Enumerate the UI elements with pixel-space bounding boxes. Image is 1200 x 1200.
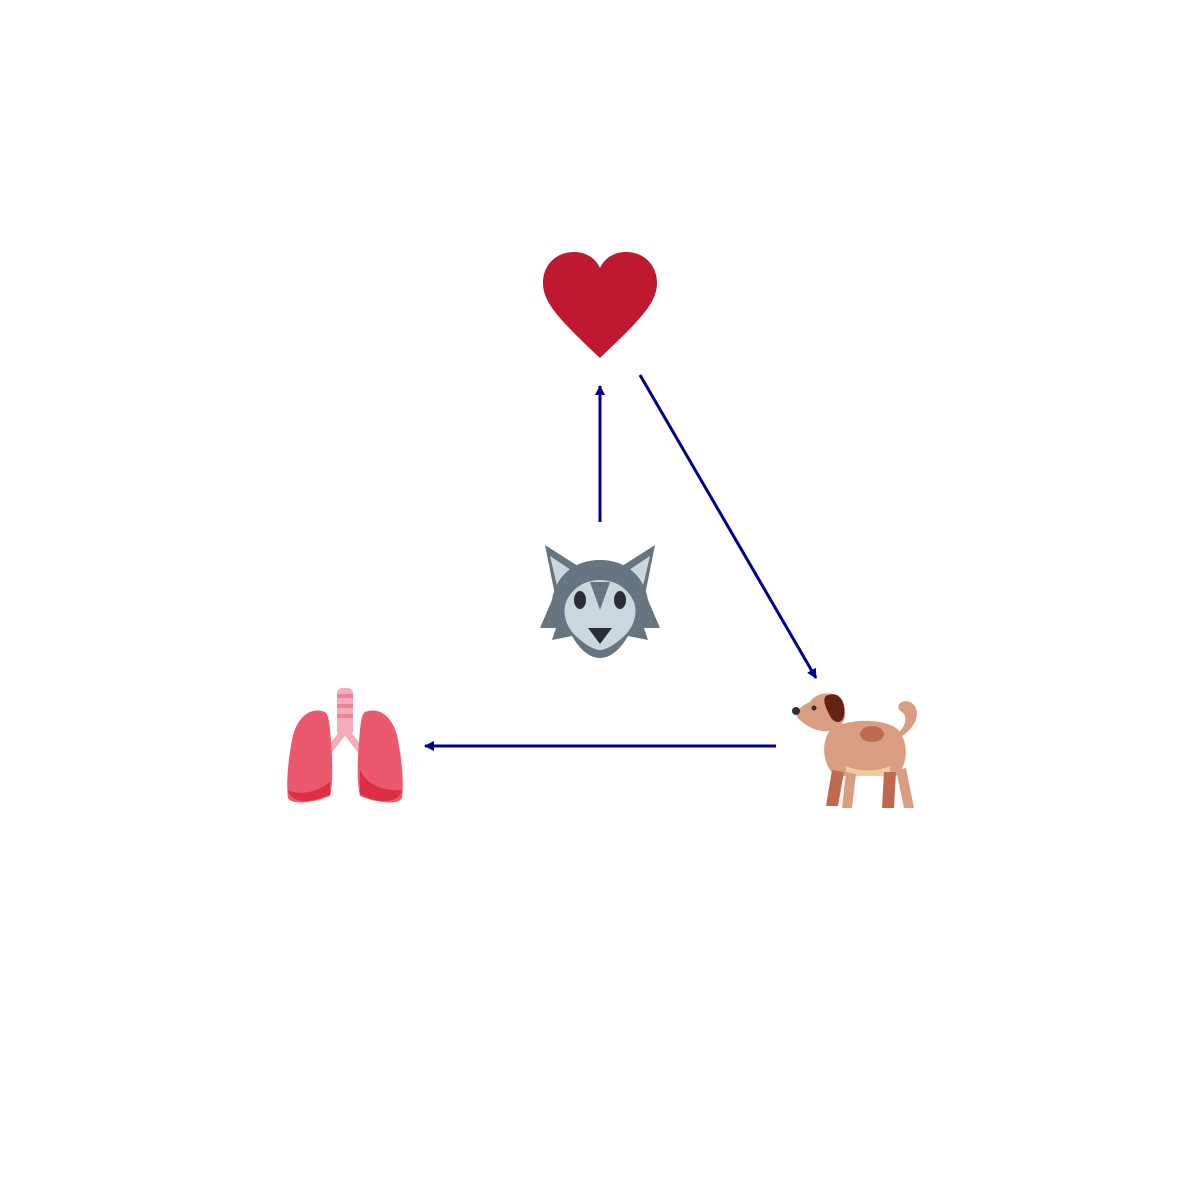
dog-icon xyxy=(792,693,917,808)
heart-icon xyxy=(543,252,657,358)
lungs-icon xyxy=(287,688,403,803)
edges xyxy=(424,374,818,751)
wolf-icon xyxy=(540,545,660,658)
edge-heart-to-dog xyxy=(638,374,818,679)
